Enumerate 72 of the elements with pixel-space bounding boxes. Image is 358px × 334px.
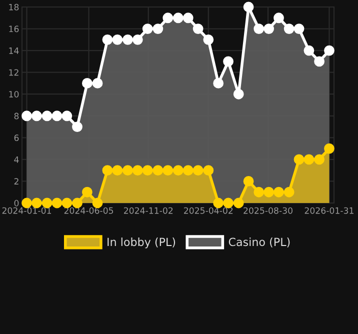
legend-label: Casino (PL) [228,238,290,248]
point [62,110,72,122]
point [243,176,254,186]
point [233,88,244,100]
point [182,12,194,24]
point [304,154,314,165]
y-tick-label: 6 [14,134,19,142]
point [274,186,284,198]
point [324,143,334,154]
point [152,165,164,176]
point [314,56,325,67]
x-tick-label: 2025-08-30 [244,207,292,214]
point [52,198,62,208]
point [243,2,254,12]
point [132,34,143,45]
point [294,154,304,165]
point [294,24,304,34]
x-tick-label: 2024-11-02 [124,207,173,214]
point [324,45,334,56]
x-tick-label: 2025-04-02 [184,207,233,214]
y-tick-label: 8 [14,112,19,120]
point [31,110,42,122]
point [112,34,123,45]
point [264,24,274,34]
point [142,165,153,176]
point [22,110,32,122]
y-tick-label: 14 [9,48,19,54]
point [264,186,274,198]
point [213,78,224,88]
point [52,110,62,122]
point [274,12,284,24]
point [162,165,174,176]
point [284,24,294,34]
x-tick-label: 2024-01-01 [2,207,51,214]
point [82,78,92,88]
point [102,34,113,45]
point [92,78,103,88]
point [152,24,164,34]
point [192,24,204,34]
point [122,34,133,45]
point [72,122,82,132]
point [132,165,143,176]
point [112,165,123,176]
point [102,165,113,176]
point [172,12,184,24]
y-tick-label: 2 [14,178,18,184]
point [284,186,294,198]
point [223,56,234,67]
y-tick-label: 16 [9,26,19,32]
point [254,24,264,34]
y-tick-label: 0 [14,200,19,206]
point [122,165,133,176]
y-tick-label: 12 [9,69,18,76]
x-tick-label: 2026-01-31 [304,207,354,214]
y-tick-label: 10 [9,90,19,98]
point [82,186,92,198]
y-tick-label: 18 [9,4,19,10]
y-tick-label: 4 [14,156,19,163]
point [304,45,314,56]
point [172,165,184,176]
point [203,34,214,45]
point [142,24,153,34]
x-tick-label: 2024-06-05 [64,207,114,214]
point [233,198,244,208]
point [42,110,52,122]
point [314,154,325,165]
point [182,165,194,176]
point [203,165,214,176]
legend-label: In lobby (PL) [108,238,176,248]
point [192,165,204,176]
point [254,186,264,198]
point [162,12,174,24]
